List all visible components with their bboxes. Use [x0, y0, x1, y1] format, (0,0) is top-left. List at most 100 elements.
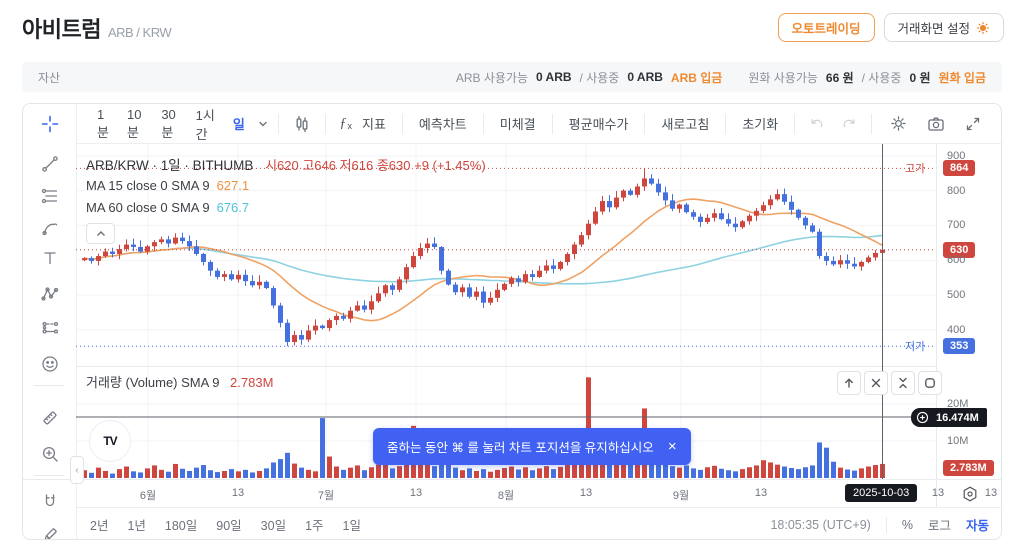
- arb-available-value: 0 ARB: [535, 70, 572, 84]
- range-90일[interactable]: 90일: [216, 519, 242, 533]
- toolbar-collapse-handle[interactable]: ‹: [70, 456, 84, 484]
- arb-deposit-link[interactable]: ARB 입금: [670, 70, 723, 85]
- time-tick: 13: [754, 487, 768, 499]
- legend-collapse-button[interactable]: [86, 223, 115, 244]
- pane-move-up-button[interactable]: [837, 371, 861, 395]
- krw-inuse-value: 0 원: [909, 70, 931, 85]
- volume-tick: 20M: [947, 398, 969, 410]
- menu-새로고침[interactable]: 새로고침: [661, 117, 710, 132]
- log-scale-button[interactable]: 로그: [927, 519, 951, 533]
- range-1주[interactable]: 1주: [305, 519, 324, 533]
- tradingview-logo-icon[interactable]: TV: [89, 420, 131, 462]
- fib-retracement-icon[interactable]: [33, 183, 67, 209]
- range-2년[interactable]: 2년: [90, 519, 109, 533]
- range-group: 2년 1년 180일 90일 30일 1주 1일: [90, 515, 361, 534]
- price-scale[interactable]: 864 630 353 2.783M 900 800 700 600 500 400 20M…: [936, 144, 1001, 507]
- autotrading-button[interactable]: 오토트레이딩: [777, 13, 875, 42]
- range-1일[interactable]: 1일: [342, 519, 361, 533]
- volume-sma-value: 2.783M: [230, 375, 274, 390]
- menu-indicators[interactable]: 지표: [362, 117, 386, 132]
- candlestick-style-icon[interactable]: [285, 115, 319, 133]
- axis-settings-icon[interactable]: [959, 483, 981, 505]
- interval-1분[interactable]: 1분: [97, 106, 109, 140]
- range-180일[interactable]: 180일: [164, 519, 198, 533]
- krw-deposit-link[interactable]: 원화 입금: [938, 70, 987, 85]
- auto-scale-button[interactable]: 자동: [965, 519, 989, 533]
- toast-close-icon[interactable]: ×: [667, 438, 677, 455]
- camera-snapshot-icon[interactable]: [919, 115, 953, 133]
- plus-circle-icon[interactable]: [911, 408, 934, 427]
- low-line-label: 저가: [905, 341, 926, 353]
- krw-available-label: 원화 사용가능: [748, 70, 818, 85]
- price-chart[interactable]: [76, 144, 936, 366]
- zoom-hint-toast: 줌하는 동안 ⌘ 를 눌러 차트 포지션을 유지하십시오 ×: [373, 428, 691, 465]
- volume-tick: 10M: [947, 435, 969, 447]
- price-tick: 900: [947, 149, 966, 162]
- last-price-badge: 630: [943, 242, 976, 258]
- percent-scale-button[interactable]: %: [901, 517, 913, 532]
- interval-10분[interactable]: 10분: [126, 106, 142, 140]
- time-tick: 6월: [139, 490, 157, 502]
- high-price-badge: 864: [943, 160, 976, 176]
- krw-available-value: 66 원: [825, 70, 854, 85]
- toolbar-divider: [34, 385, 64, 386]
- magnet-tool-icon[interactable]: [33, 488, 67, 514]
- ruler-tool-icon[interactable]: [33, 405, 67, 431]
- pane-close-button[interactable]: [864, 371, 888, 395]
- toolbar-menu: 예측차트 미체결 평균매수가 새로고침 초기화: [396, 113, 788, 134]
- fullscreen-icon[interactable]: [957, 116, 989, 132]
- screen-settings-button[interactable]: 거래화면 설정: [883, 13, 1004, 42]
- drawing-toolbar: [23, 104, 77, 539]
- redo-icon[interactable]: [833, 116, 865, 132]
- arb-inuse-label: / 사용중: [579, 70, 620, 85]
- forecast-tool-icon[interactable]: [33, 315, 67, 341]
- menu-예측차트[interactable]: 예측차트: [418, 117, 467, 132]
- high-line-label: 고가: [905, 163, 926, 175]
- menu-미체결[interactable]: 미체결: [499, 117, 536, 132]
- menu-평균매수가[interactable]: 평균매수가: [568, 117, 629, 132]
- interval-1시간[interactable]: 1시간: [195, 107, 215, 142]
- volume-crosshair-badge: 16.474M: [911, 408, 987, 427]
- time-tick: 9월: [672, 490, 690, 502]
- pane-buttons: [837, 371, 942, 395]
- ma15-legend: MA 15 close 0 SMA 9 627.1: [86, 178, 250, 193]
- emoji-tool-icon[interactable]: [33, 351, 67, 377]
- ma60-value: 676.7: [216, 200, 250, 215]
- range-30일[interactable]: 30일: [260, 519, 287, 533]
- time-tick: 13: [579, 487, 593, 499]
- pane-maximize-button[interactable]: [918, 371, 942, 395]
- low-price-badge: 353: [943, 338, 976, 354]
- time-tick: 13: [231, 487, 245, 499]
- asset-bar: 자산 ARB 사용가능 0 ARB / 사용중 0 ARB ARB 입금 원화 …: [22, 62, 1002, 92]
- volume-sma-badge: 2.783M: [943, 460, 994, 476]
- page-title: 아비트럼 ARB / KRW: [22, 17, 172, 42]
- xabcd-pattern-icon[interactable]: [33, 281, 67, 307]
- chart-legend-main: ARB/KRW · 1일 · BITHUMB 시620 고646 저616 종6…: [86, 154, 486, 174]
- menu-초기화[interactable]: 초기화: [742, 117, 779, 132]
- crosshair-tool-icon[interactable]: [33, 111, 67, 137]
- interval-30분[interactable]: 30분: [161, 106, 176, 140]
- interval-일[interactable]: 일: [232, 117, 245, 132]
- time-tick: 8월: [497, 490, 515, 502]
- chart-footer: 2년 1년 180일 90일 30일 1주 1일 18:05:35 (UTC+9) % 로그…: [76, 507, 1001, 539]
- trend-line-icon[interactable]: [33, 151, 67, 177]
- pane-collapse-button[interactable]: [891, 371, 915, 395]
- brush-tool-icon[interactable]: [33, 215, 67, 241]
- price-tick: 800: [947, 184, 966, 197]
- header-buttons: 오토트레이딩 거래화면 설정: [777, 13, 1004, 42]
- time-tick: 13: [409, 487, 423, 499]
- chevron-down-icon[interactable]: [254, 119, 272, 129]
- zoom-in-tool-icon[interactable]: [33, 441, 67, 467]
- pencil-tool-icon[interactable]: [33, 522, 67, 539]
- range-1년[interactable]: 1년: [127, 519, 146, 533]
- undo-icon[interactable]: [801, 116, 833, 132]
- arb-available-label: ARB 사용가능: [455, 70, 528, 85]
- time-axis[interactable]: 2025-10-03 13 6월 13 7월 13 8월 13 9월 13 13: [23, 479, 1001, 508]
- chart-settings-gear-icon[interactable]: [882, 115, 915, 132]
- text-tool-icon[interactable]: [33, 245, 67, 271]
- price-tick: 700: [947, 219, 966, 232]
- ma15-value: 627.1: [216, 178, 250, 193]
- time-tick: 13: [931, 487, 945, 499]
- krw-inuse-label: / 사용중: [861, 70, 902, 85]
